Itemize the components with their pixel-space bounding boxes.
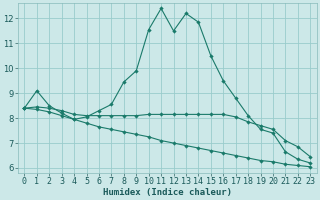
X-axis label: Humidex (Indice chaleur): Humidex (Indice chaleur) <box>103 188 232 197</box>
